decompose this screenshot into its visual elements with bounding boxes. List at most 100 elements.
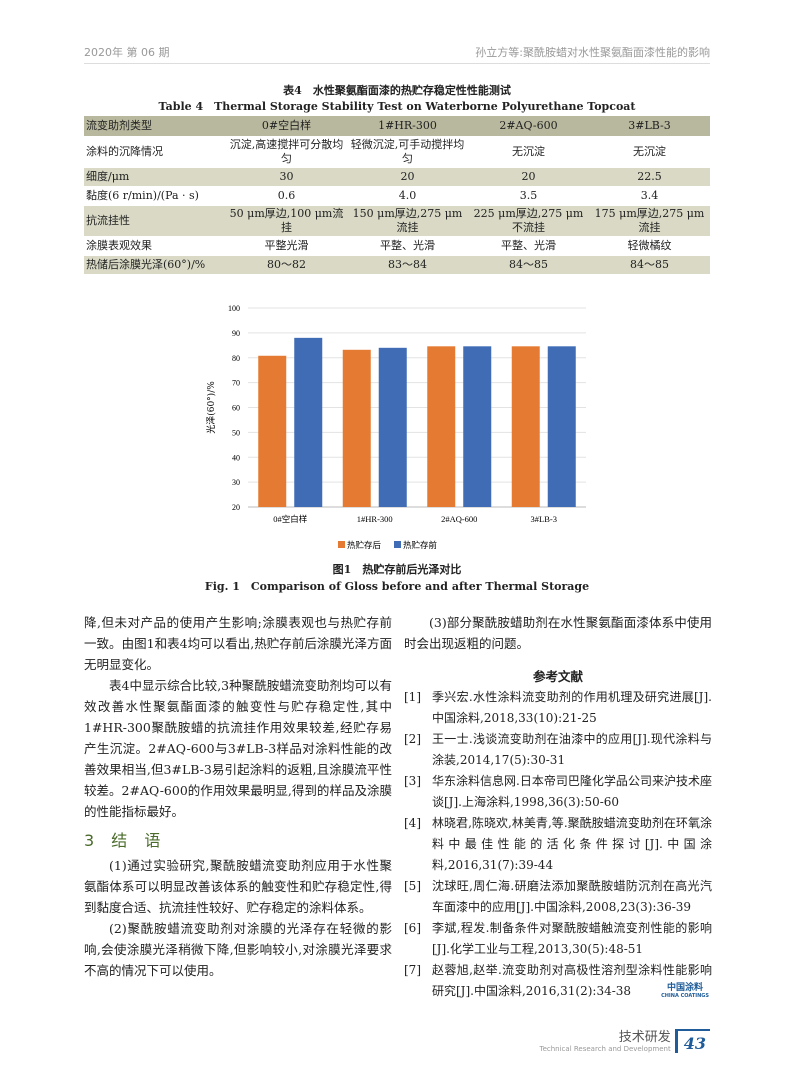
table-cell: 84～85: [468, 255, 589, 275]
y-axis-label: 光泽(60°)/%: [205, 381, 217, 434]
reference-number: [4]: [404, 816, 421, 830]
legend-label: 热贮存前: [403, 540, 438, 551]
reference-number: [1]: [404, 690, 421, 704]
reference-number: [6]: [404, 921, 421, 935]
reference-text: 沈球旺,周仁海.研磨法添加聚酰胺蜡防沉剂在高光汽车面漆中的应用[J].中国涂料,…: [432, 879, 712, 914]
table-cell: 3.5: [468, 186, 589, 206]
x-tick-label: 3#LB-3: [531, 514, 557, 524]
page-number: 43: [674, 1029, 710, 1053]
reference-number: [2]: [404, 732, 421, 746]
table-cell: 0.6: [226, 186, 347, 206]
logo-text-cn: 中国涂料: [667, 983, 704, 993]
table-cell: 83～84: [347, 255, 468, 275]
reference-number: [7]: [404, 963, 421, 977]
reference-item: [3] 华东涂料信息网.日本帝司巴隆化学品公司来沪技术座谈[J].上海涂料,199…: [404, 771, 712, 813]
section-label-cn: 技术研发: [618, 1030, 671, 1045]
reference-text: 季兴宏.水性涂料流变助剂的作用机理及研究进展[J].中国涂料,2018,33(1…: [432, 690, 712, 725]
bar-before: [378, 347, 407, 507]
table-cell: 1#HR-300: [347, 116, 468, 137]
table-caption-en: Table 4 Thermal Storage Stability Test o…: [158, 100, 636, 113]
bar-after: [342, 349, 371, 507]
table-cell: 细度/μm: [84, 167, 226, 187]
table-row: 涂膜表观效果 平整光滑 平整、光滑 平整、光滑 轻微橘纹: [84, 236, 710, 256]
stability-table: 流变助剂类型 0#空白样 1#HR-300 2#AQ-600 3#LB-3 涂料的沉降情况…: [84, 116, 710, 275]
paragraph: (2)聚酰胺蜡流变助剂对涂膜的光泽存在轻微的影响,会使涂膜光泽稍微下降,但影响较…: [84, 921, 392, 978]
x-tick-label: 2#AQ-600: [441, 514, 477, 524]
right-column: (3)部分聚酰胺蜡助剂在水性聚氨酯面漆体系中使用时会出现返粗的问题。 参考文献 …: [404, 612, 712, 1002]
table-cell: 30: [226, 167, 347, 187]
reference-item: [2] 王一士.浅谈流变助剂在油漆中的应用[J].现代涂料与涂装,2014,17(…: [404, 729, 712, 771]
y-tick-label: 30: [232, 478, 240, 487]
figure-caption-cn: 图1 热贮存前后光泽对比: [332, 563, 462, 576]
references-heading: 参考文献: [532, 669, 583, 684]
left-column: 降,但未对产品的使用产生影响;涂膜表观也与热贮存前一致。由图1和表4均可以看出,…: [84, 612, 392, 981]
table-cell: 3.4: [589, 186, 710, 206]
reference-text: 王一士.浅谈流变助剂在油漆中的应用[J].现代涂料与涂装,2014,17(5):…: [432, 732, 712, 767]
table-cell: 4.0: [347, 186, 468, 206]
table-header-row: 流变助剂类型 0#空白样 1#HR-300 2#AQ-600 3#LB-3: [84, 116, 710, 137]
bar-after: [427, 346, 456, 507]
table-cell: 无沉淀: [589, 136, 710, 168]
x-tick-label: 0#空白样: [273, 514, 308, 524]
table-cell: 平整、光滑: [347, 236, 468, 256]
figure-caption-en: Fig. 1 Comparison of Gloss before and af…: [204, 580, 590, 593]
paragraph: (3)部分聚酰胺蜡助剂在水性聚氨酯面漆体系中使用时会出现返粗的问题。: [404, 615, 712, 651]
bar-before: [547, 346, 576, 507]
y-tick-label: 50: [232, 428, 240, 437]
gloss-bar-chart: 20 30 40 50 60 70 80 90 100 0#空白样 1#HR-300 2#AQ-600…: [205, 304, 586, 551]
table-caption-cn: 表4 水性聚氨酯面漆的热贮存稳定性性能测试: [283, 84, 511, 97]
table-cell: 轻微沉淀,可手动搅拌均匀: [347, 136, 468, 168]
section-label-en: Technical Research and Development: [539, 1045, 671, 1053]
table-cell: 轻微橘纹: [589, 236, 710, 256]
x-tick-label: 1#HR-300: [357, 514, 393, 524]
reference-text: 赵蓉旭,赵举.流变助剂对高极性溶剂型涂料性能影响研究[J].中国涂料,2016,…: [432, 963, 712, 998]
y-tick-label: 40: [232, 453, 240, 462]
reference-number: [5]: [404, 879, 421, 893]
table-cell: 50 μm厚边,100 μm流挂: [226, 205, 347, 237]
bar-before: [463, 346, 492, 507]
table-cell: 225 μm厚边,275 μm不流挂: [468, 205, 589, 237]
legend-swatch: [338, 541, 345, 548]
reference-text: 华东涂料信息网.日本帝司巴隆化学品公司来沪技术座谈[J].上海涂料,1998,3…: [432, 774, 712, 809]
paragraph: 降,但未对产品的使用产生影响;涂膜表观也与热贮存前一致。由图1和表4均可以看出,…: [84, 615, 392, 672]
table-cell: 流变助剂类型: [84, 116, 226, 137]
reference-text: 李斌,程发.制备条件对聚酰胺蜡触流变剂性能的影响[J].化学工业与工程,2013…: [432, 921, 712, 956]
table-row: 黏度(6 r/min)/(Pa · s) 0.6 4.0 3.5 3.4: [84, 186, 710, 206]
reference-number: [3]: [404, 774, 421, 788]
reference-list: [1] 季兴宏.水性涂料流变助剂的作用机理及研究进展[J].中国涂料,2018,3…: [404, 687, 712, 1002]
table-cell: 无沉淀: [468, 136, 589, 168]
bar-after: [511, 346, 540, 507]
bar-after: [258, 355, 287, 507]
table-row: 抗流挂性 50 μm厚边,100 μm流挂 150 μm厚边,275 μm流挂 225…: [84, 205, 710, 237]
paragraph: 表4中显示综合比较,3种聚酰胺蜡流变助剂均可以有效改善水性聚氨酯面漆的触变性与贮…: [84, 678, 392, 819]
reference-item: [1] 季兴宏.水性涂料流变助剂的作用机理及研究进展[J].中国涂料,2018,3…: [404, 687, 712, 729]
table-cell: 沉淀,高速搅拌可分散均匀: [226, 136, 347, 168]
logo-text-en: CHINA COATINGS: [661, 993, 709, 999]
y-tick-label: 20: [232, 503, 240, 512]
table-cell: 22.5: [589, 167, 710, 187]
table-cell: 3#LB-3: [589, 116, 710, 137]
table-cell: 0#空白样: [226, 116, 347, 137]
y-tick-label: 100: [228, 304, 240, 313]
table-cell: 平整光滑: [226, 236, 347, 256]
table-cell: 黏度(6 r/min)/(Pa · s): [84, 186, 226, 206]
paragraph: (1)通过实验研究,聚酰胺蜡流变助剂应用于水性聚氨酯体系可以明显改善该体系的触变…: [84, 858, 392, 915]
table-row: 涂料的沉降情况 沉淀,高速搅拌可分散均匀 轻微沉淀,可手动搅拌均匀 无沉淀 无沉淀: [84, 136, 710, 168]
table-cell: 涂料的沉降情况: [84, 136, 226, 168]
table-row: 热储后涂膜光泽(60°)/% 80～82 83～84 84～85 84～85: [84, 255, 710, 275]
table-cell: 80～82: [226, 255, 347, 275]
y-tick-label: 60: [232, 404, 240, 413]
issue-label: 2020年 第 06 期: [84, 46, 170, 59]
table-cell: 84～85: [589, 255, 710, 275]
reference-text: 林晓君,陈晓欢,林美青,等.聚酰胺蜡流变助剂在环氧涂料中最佳性能的活化条件探讨[…: [432, 816, 712, 872]
bar-before: [294, 337, 323, 507]
section-heading: 3 结 语: [84, 831, 167, 850]
reference-item: [6] 李斌,程发.制备条件对聚酰胺蜡触流变剂性能的影响[J].化学工业与工程,2…: [404, 918, 712, 960]
table-cell: 热储后涂膜光泽(60°)/%: [84, 255, 226, 275]
table-cell: 2#AQ-600: [468, 116, 589, 137]
china-coatings-logo: 中国涂料 CHINA COATINGS: [661, 983, 709, 1000]
reference-item: [4] 林晓君,陈晓欢,林美青,等.聚酰胺蜡流变助剂在环氧涂料中最佳性能的活化条件…: [404, 813, 712, 876]
page-footer: 技术研发 Technical Research and Development …: [539, 1026, 710, 1053]
y-tick-label: 80: [232, 354, 240, 363]
table-cell: 抗流挂性: [84, 205, 226, 237]
